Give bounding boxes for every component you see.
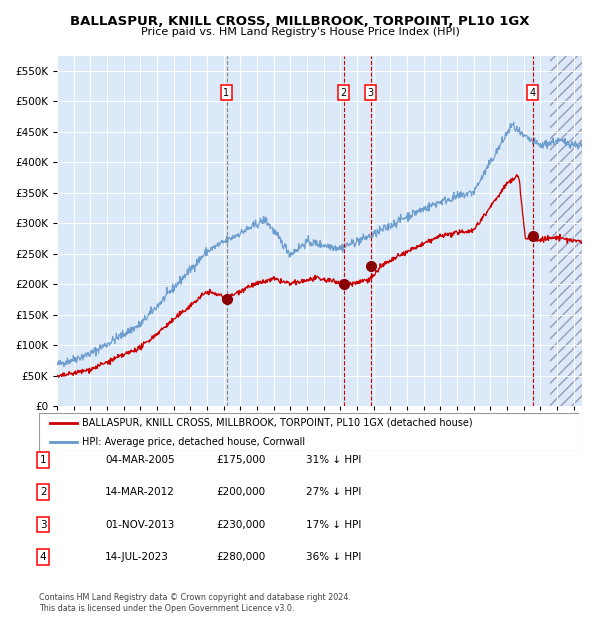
Text: £280,000: £280,000 bbox=[216, 552, 265, 562]
Text: 4: 4 bbox=[530, 87, 536, 97]
Text: 14-MAR-2012: 14-MAR-2012 bbox=[105, 487, 175, 497]
Text: HPI: Average price, detached house, Cornwall: HPI: Average price, detached house, Corn… bbox=[82, 436, 305, 447]
Text: £200,000: £200,000 bbox=[216, 487, 265, 497]
Text: 01-NOV-2013: 01-NOV-2013 bbox=[105, 520, 175, 529]
Text: BALLASPUR, KNILL CROSS, MILLBROOK, TORPOINT, PL10 1GX (detached house): BALLASPUR, KNILL CROSS, MILLBROOK, TORPO… bbox=[82, 417, 473, 428]
Text: 3: 3 bbox=[368, 87, 374, 97]
Text: 1: 1 bbox=[223, 87, 230, 97]
Text: 4: 4 bbox=[40, 552, 47, 562]
Text: BALLASPUR, KNILL CROSS, MILLBROOK, TORPOINT, PL10 1GX: BALLASPUR, KNILL CROSS, MILLBROOK, TORPO… bbox=[70, 16, 530, 28]
Bar bbox=[550, 56, 582, 406]
Text: £175,000: £175,000 bbox=[216, 455, 265, 465]
Text: 31% ↓ HPI: 31% ↓ HPI bbox=[306, 455, 361, 465]
Text: 04-MAR-2005: 04-MAR-2005 bbox=[105, 455, 175, 465]
Text: £230,000: £230,000 bbox=[216, 520, 265, 529]
Text: 36% ↓ HPI: 36% ↓ HPI bbox=[306, 552, 361, 562]
Text: 1: 1 bbox=[40, 455, 47, 465]
FancyBboxPatch shape bbox=[39, 413, 579, 451]
Text: 2: 2 bbox=[40, 487, 47, 497]
Text: 3: 3 bbox=[40, 520, 47, 529]
Text: 27% ↓ HPI: 27% ↓ HPI bbox=[306, 487, 361, 497]
Text: Contains HM Land Registry data © Crown copyright and database right 2024.
This d: Contains HM Land Registry data © Crown c… bbox=[39, 593, 351, 613]
Text: 17% ↓ HPI: 17% ↓ HPI bbox=[306, 520, 361, 529]
Text: 2: 2 bbox=[341, 87, 347, 97]
Text: 14-JUL-2023: 14-JUL-2023 bbox=[105, 552, 169, 562]
Text: Price paid vs. HM Land Registry's House Price Index (HPI): Price paid vs. HM Land Registry's House … bbox=[140, 27, 460, 37]
